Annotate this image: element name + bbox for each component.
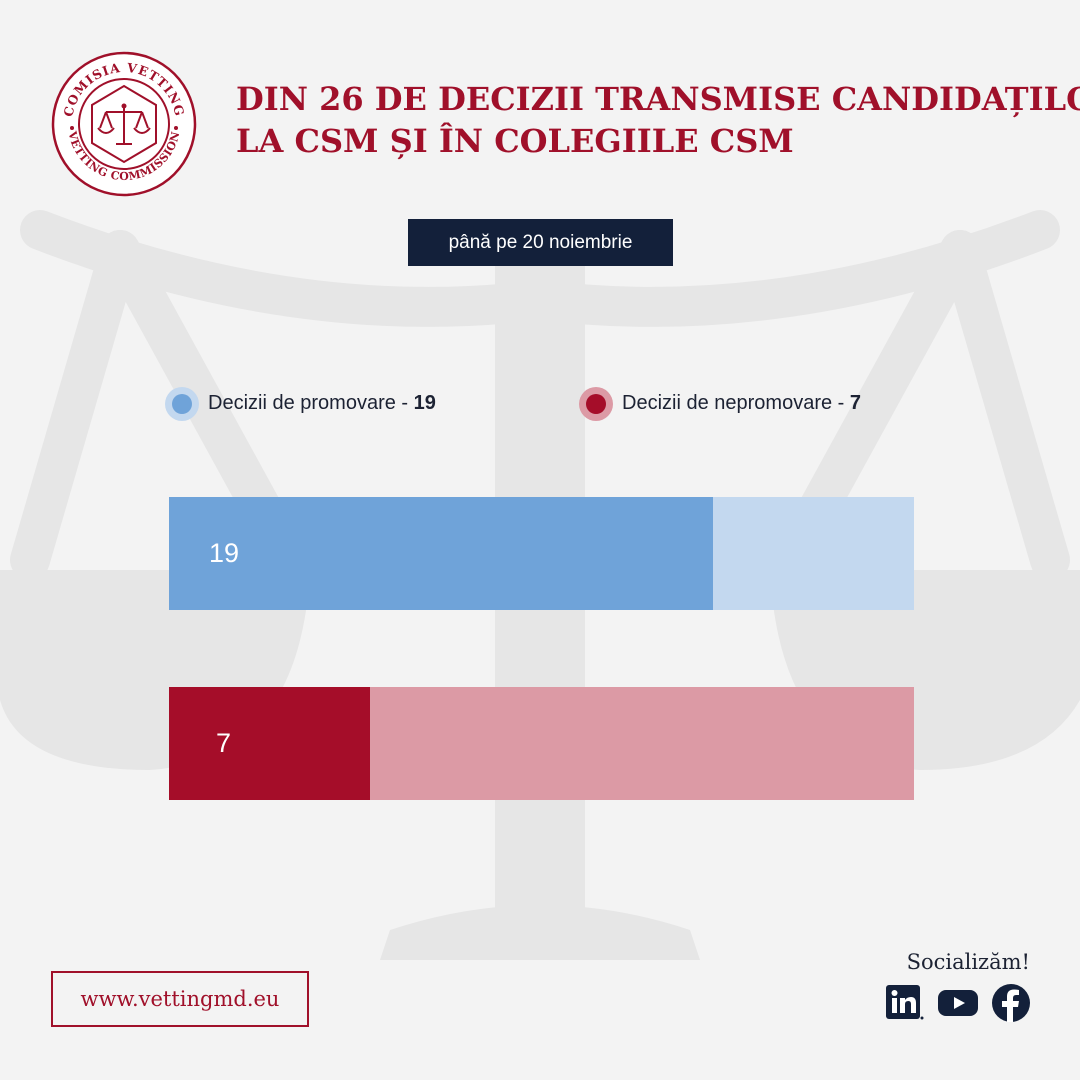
page-title: DIN 26 DE DECIZII TRANSMISE CANDIDAȚILOR… xyxy=(236,78,1080,162)
title-line-2: LA CSM ȘI ÎN COLEGIILE CSM xyxy=(236,122,794,160)
legend-label-promovare: Decizii de promovare - 19 xyxy=(208,392,436,414)
legend-item-promovare: Decizii de promovare - 19 xyxy=(172,392,436,415)
vetting-commission-seal-logo: COMISIA VETTING VETTING COMMISSION xyxy=(51,51,197,197)
bar-track-promovare: 19 xyxy=(169,497,914,610)
legend-item-nepromovare: Decizii de nepromovare - 7 xyxy=(586,392,861,415)
bar-promovare xyxy=(169,497,713,610)
bar-value-label-nepromovare: 7 xyxy=(216,728,232,758)
title-line-1: DIN 26 DE DECIZII TRANSMISE CANDIDAȚILOR xyxy=(236,80,1080,118)
facebook-icon[interactable] xyxy=(992,984,1030,1027)
social-title: Socializăm! xyxy=(906,950,1030,974)
bar-nepromovare xyxy=(169,687,370,800)
youtube-icon[interactable] xyxy=(938,988,978,1023)
legend-dot-nepromovare xyxy=(586,393,606,414)
website-link[interactable]: www.vettingmd.eu xyxy=(51,971,309,1027)
linkedin-icon[interactable] xyxy=(886,985,924,1026)
social-icons xyxy=(872,984,1030,1027)
date-badge: până pe 20 noiembrie xyxy=(408,219,673,266)
bar-value-label-promovare: 19 xyxy=(209,538,240,568)
legend-label-nepromovare: Decizii de nepromovare - 7 xyxy=(622,392,862,414)
legend-dot-promovare xyxy=(172,393,192,414)
bar-track-nepromovare: 7 xyxy=(169,687,914,800)
